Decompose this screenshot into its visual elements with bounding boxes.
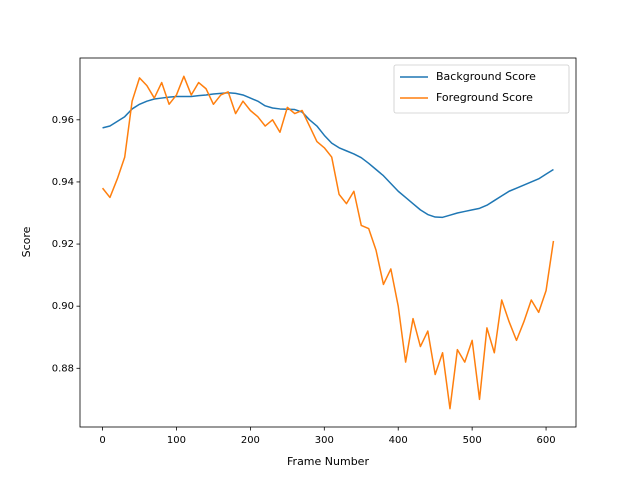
- x-tick-label: 200: [241, 435, 260, 446]
- y-tick-label: 0.88: [52, 363, 74, 374]
- line-series: [101, 75, 555, 410]
- x-tick-label: 300: [315, 435, 334, 446]
- x-axis-label: Frame Number: [287, 455, 369, 468]
- legend-box: [393, 64, 570, 114]
- x-tick-label: 400: [389, 435, 408, 446]
- plot-frame: [79, 57, 577, 428]
- legend-label: Background Score: [436, 70, 536, 83]
- y-axis-label: Score: [20, 226, 33, 257]
- x-tick-label: 600: [537, 435, 556, 446]
- y-tick-label: 0.94: [52, 177, 74, 188]
- y-tick-label: 0.96: [52, 115, 74, 126]
- y-tick-label: 0.90: [52, 301, 74, 312]
- x-tick-label: 500: [463, 435, 482, 446]
- y-tick-label: 0.92: [52, 239, 74, 250]
- x-tick-label: 100: [167, 435, 186, 446]
- line-series: [102, 92, 554, 219]
- x-tick-label: 0: [99, 435, 105, 446]
- legend-label: Foreground Score: [436, 91, 533, 104]
